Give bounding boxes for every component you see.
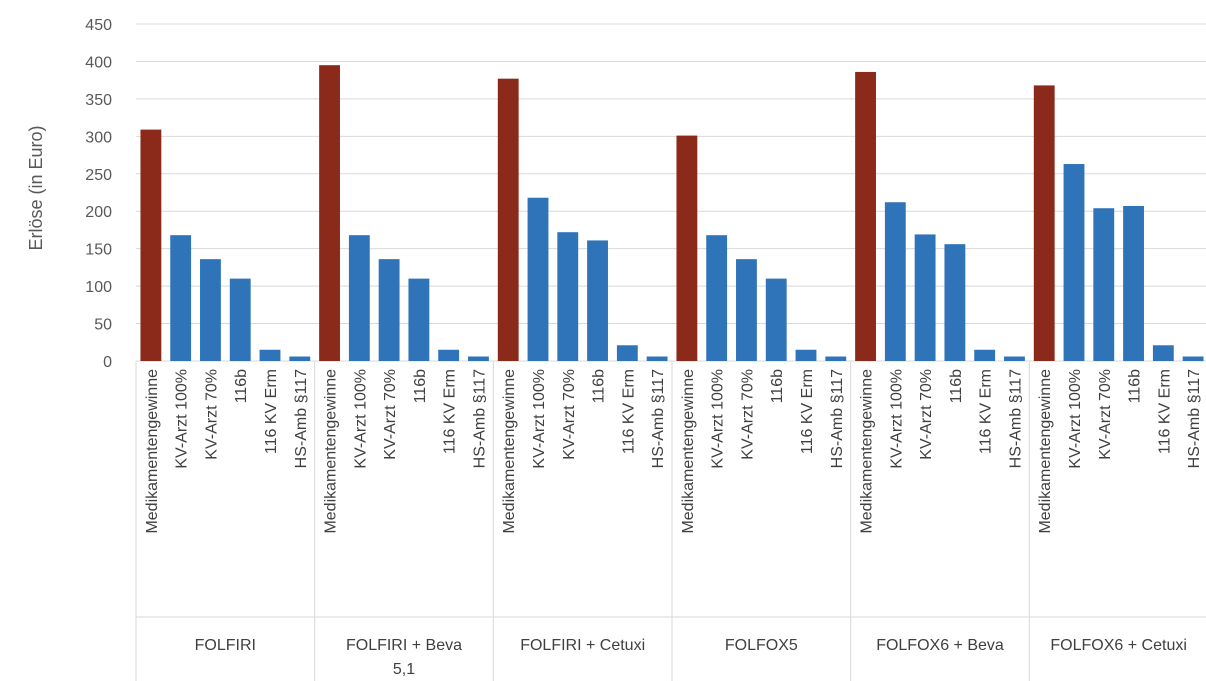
y-tick-label: 200 (85, 204, 112, 221)
bar (974, 349, 996, 361)
group-label: FOLFOX5 (725, 637, 798, 654)
category-label: HS-Amb §117 (1007, 369, 1024, 468)
y-tick-label: 150 (85, 242, 112, 259)
category-label: KV-Arzt 100% (531, 369, 548, 469)
category-label: 116 KV Erm (442, 369, 459, 454)
category-label: KV-Arzt 70% (1097, 369, 1114, 460)
bar (557, 232, 579, 361)
category-label: 116b (769, 369, 786, 404)
group-label: 5,1 (393, 661, 415, 678)
category-label: KV-Arzt 100% (352, 369, 369, 469)
bar (944, 244, 966, 361)
y-tick-label: 100 (85, 279, 112, 296)
category-label: HS-Amb §117 (650, 369, 667, 468)
category-label: 116b (233, 369, 250, 404)
category-label: Medikamentengewinne (144, 369, 161, 534)
bar (825, 356, 847, 361)
bar (140, 129, 162, 361)
y-axis-title: Erlöse (in Euro) (26, 125, 46, 250)
bar (1004, 356, 1025, 361)
bar (319, 65, 340, 361)
bar (348, 235, 370, 361)
bar (1033, 85, 1055, 362)
bar (378, 259, 400, 361)
gridlines (135, 23, 1206, 681)
category-label: 116b (1127, 369, 1144, 404)
category-label: KV-Arzt 70% (382, 369, 399, 460)
category-label: Medikamentengewinne (859, 369, 876, 534)
bar (408, 278, 430, 361)
category-label: Medikamentengewinne (680, 369, 697, 534)
category-label: HS-Amb §117 (829, 369, 846, 468)
bar (706, 235, 728, 361)
bar (855, 71, 876, 361)
bar (736, 259, 757, 361)
bar (676, 135, 698, 361)
category-label: 116 KV Erm (1156, 369, 1173, 454)
category-label: 116 KV Erm (263, 369, 280, 454)
bar (170, 235, 192, 361)
y-axis-tick-labels: 0 50 100 150 200 250 300 350 400 450 (85, 17, 112, 371)
bar (259, 349, 281, 361)
bar (587, 240, 608, 361)
bar (765, 278, 787, 361)
group-label: FOLFIRI (195, 637, 256, 654)
category-labels: Medikamentengewinne KV-Arzt 100% KV-Arzt 7… (144, 369, 1203, 534)
category-label: HS-Amb §117 (471, 369, 488, 468)
group-label: FOLFOX6 + Cetuxi (1050, 637, 1187, 654)
group-labels: FOLFIRI FOLFIRI + Beva 5,1 FOLFIRI + Cetuxi… (195, 637, 1187, 678)
category-label: KV-Arzt 100% (888, 369, 905, 469)
bar (468, 356, 489, 361)
y-tick-label: 450 (85, 17, 112, 34)
category-label: 116 KV Erm (620, 369, 637, 454)
category-label: Medikamentengewinne (323, 369, 340, 534)
bar (1123, 205, 1144, 361)
bar (795, 349, 817, 361)
category-label: KV-Arzt 70% (918, 369, 935, 460)
category-label: KV-Arzt 70% (203, 369, 220, 460)
y-tick-label: 350 (85, 92, 112, 109)
category-label: KV-Arzt 100% (710, 369, 727, 469)
category-label: KV-Arzt 100% (1067, 369, 1084, 469)
category-label: 116b (948, 369, 965, 404)
bar (200, 259, 221, 361)
bar (438, 349, 460, 361)
category-label: 116 KV Erm (799, 369, 816, 454)
bar (1182, 356, 1204, 361)
y-tick-label: 0 (103, 354, 112, 371)
category-label: KV-Arzt 70% (739, 369, 756, 460)
bar (884, 202, 906, 361)
bar (1093, 208, 1115, 361)
category-label: HS-Amb §117 (1186, 369, 1203, 468)
category-label: Medikamentengewinne (1037, 369, 1054, 534)
category-label: KV-Arzt 70% (561, 369, 578, 460)
bar (1063, 164, 1085, 361)
bar-series (140, 65, 1204, 362)
bar (527, 197, 549, 361)
category-label: HS-Amb §117 (293, 369, 310, 468)
bar (497, 78, 519, 362)
group-label: FOLFOX6 + Beva (876, 637, 1004, 654)
y-tick-label: 50 (94, 317, 112, 334)
group-label: FOLFIRI + Cetuxi (520, 637, 645, 654)
category-label: Medikamentengewinne (501, 369, 518, 534)
y-tick-label: 250 (85, 167, 112, 184)
group-label: FOLFIRI + Beva (346, 637, 462, 654)
bar (229, 278, 251, 361)
category-label: KV-Arzt 100% (174, 369, 191, 469)
category-label: 116 KV Erm (978, 369, 995, 454)
y-tick-label: 400 (85, 54, 112, 71)
category-label: 116b (591, 369, 608, 404)
y-tick-label: 300 (85, 129, 112, 146)
bar (914, 234, 936, 361)
category-label: 116b (412, 369, 429, 404)
bar (646, 356, 668, 361)
bar (289, 356, 311, 361)
bar (616, 345, 638, 361)
bar (1152, 345, 1174, 361)
